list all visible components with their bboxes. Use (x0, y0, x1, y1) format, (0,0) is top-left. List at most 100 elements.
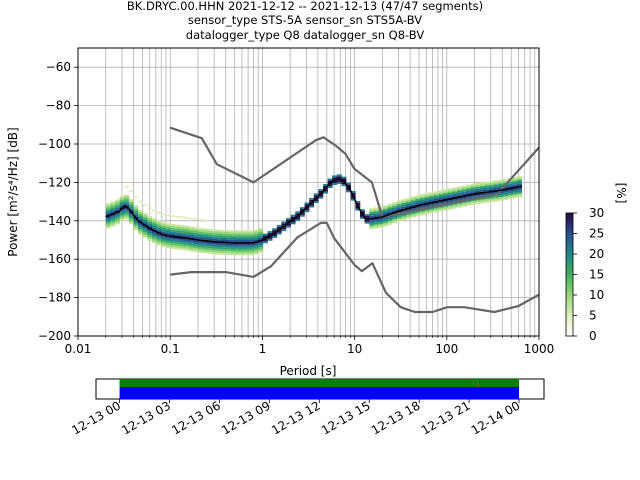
heatmap-cell (401, 216, 407, 219)
heatmap-cell (359, 216, 365, 219)
heatmap-cell (170, 243, 176, 246)
heatmap-cell (184, 246, 190, 249)
heatmap-cell (410, 211, 416, 214)
colorbar-tick-label: 30 (589, 206, 604, 220)
heatmap-cell (276, 230, 282, 233)
heatmap-cell (517, 193, 523, 196)
heatmap-cell (212, 237, 217, 240)
heatmap-cell (415, 195, 421, 198)
heatmap-cell (452, 191, 458, 194)
heatmap-cell (184, 229, 190, 232)
time-tick-label: 12-13 03 (119, 398, 173, 437)
heatmap-cell (165, 238, 171, 241)
y-tick-label: −60 (46, 60, 71, 74)
heatmap-cell (202, 234, 208, 237)
heatmap-cell (512, 190, 518, 193)
heatmap-cell (424, 198, 430, 201)
heatmap-cell (410, 196, 416, 199)
mode-line-group (105, 177, 522, 244)
heatmap-cell (170, 215, 176, 217)
heatmap-cell (498, 195, 504, 197)
heatmap-cell (161, 222, 167, 225)
heatmap-cell (258, 243, 264, 246)
series-line-high-noise-model (169, 126, 539, 219)
heatmap-cell (392, 221, 398, 224)
heatmap-cell (401, 206, 407, 209)
heatmap-cell (332, 177, 338, 180)
heatmap-cell (507, 183, 513, 186)
heatmap-cell (193, 244, 199, 247)
heatmap-cell (369, 210, 375, 213)
heatmap-cell (179, 240, 185, 243)
heatmap-cell (142, 220, 148, 223)
heatmap-cell (392, 207, 398, 210)
heatmap-cell (142, 218, 148, 221)
heatmap-cell (133, 218, 139, 221)
psd-heatmap (105, 174, 523, 256)
heatmap-cell (290, 216, 296, 219)
heatmap-cell (133, 207, 139, 210)
y-axis-label: Power [m²/s⁴/Hz] [dB] (6, 127, 20, 256)
heatmap-cell (165, 240, 171, 243)
heatmap-cell (105, 226, 111, 229)
heatmap-cell (489, 192, 495, 195)
heatmap-cell (378, 220, 384, 223)
heatmap-cell (392, 219, 398, 222)
heatmap-cell (165, 236, 171, 239)
heatmap-cell (198, 245, 204, 248)
heatmap-cell (156, 235, 162, 238)
heatmap-cell (151, 209, 157, 212)
heatmap-cell (420, 211, 425, 214)
heatmap-cell (119, 205, 125, 208)
heatmap-cell (128, 204, 134, 207)
heatmap-cell (498, 181, 504, 184)
heatmap-cell (258, 230, 264, 232)
heatmap-cell (392, 215, 398, 218)
heatmap-cell (507, 185, 513, 188)
heatmap-cell (489, 182, 495, 185)
heatmap-cell (138, 201, 143, 203)
heatmap-cell (452, 202, 458, 205)
heatmap-cell (235, 243, 241, 246)
heatmap-cell (198, 241, 204, 244)
heatmap-cell (295, 217, 301, 220)
heatmap-cell (202, 245, 208, 248)
heatmap-cell (401, 199, 407, 202)
heatmap-cell (447, 205, 453, 208)
heatmap-cell (470, 195, 476, 198)
heatmap-cell (429, 198, 435, 200)
heatmap-cell (466, 184, 472, 187)
title-line-2: sensor_type STS-5A sensor_sn STS5A-BV (188, 13, 422, 27)
heatmap-cell (142, 232, 148, 234)
heatmap-cell (494, 184, 499, 187)
heatmap-cell (128, 214, 134, 217)
heatmap-cell (230, 251, 236, 254)
heatmap-cell (392, 205, 398, 208)
heatmap-cell (156, 211, 162, 214)
heatmap-cell (373, 218, 379, 221)
heatmap-cell (179, 244, 185, 247)
heatmap-cell (165, 227, 171, 230)
heatmap-cell (503, 186, 509, 189)
heatmap-cell (230, 243, 236, 246)
heatmap-cell (119, 209, 125, 212)
heatmap-cell (221, 231, 227, 234)
heatmap-cell (151, 224, 157, 226)
heatmap-cell (124, 200, 130, 203)
heatmap-cell (346, 188, 352, 191)
heatmap-cell (249, 230, 254, 233)
heatmap-cell (212, 252, 217, 255)
heatmap-cell (392, 217, 398, 220)
heatmap-cell (216, 243, 222, 246)
heatmap-cell (124, 204, 130, 207)
heatmap-cell (327, 184, 333, 187)
heatmap-cell (235, 240, 241, 242)
heatmap-cell (179, 226, 185, 229)
heatmap-cell (443, 193, 449, 196)
heatmap-cell (230, 253, 236, 256)
time-tick-label: 12-13 12 (269, 398, 323, 437)
heatmap-cell (151, 227, 157, 230)
heatmap-cell (202, 243, 208, 246)
heatmap-cell (175, 247, 181, 250)
heatmap-cell (406, 199, 412, 202)
